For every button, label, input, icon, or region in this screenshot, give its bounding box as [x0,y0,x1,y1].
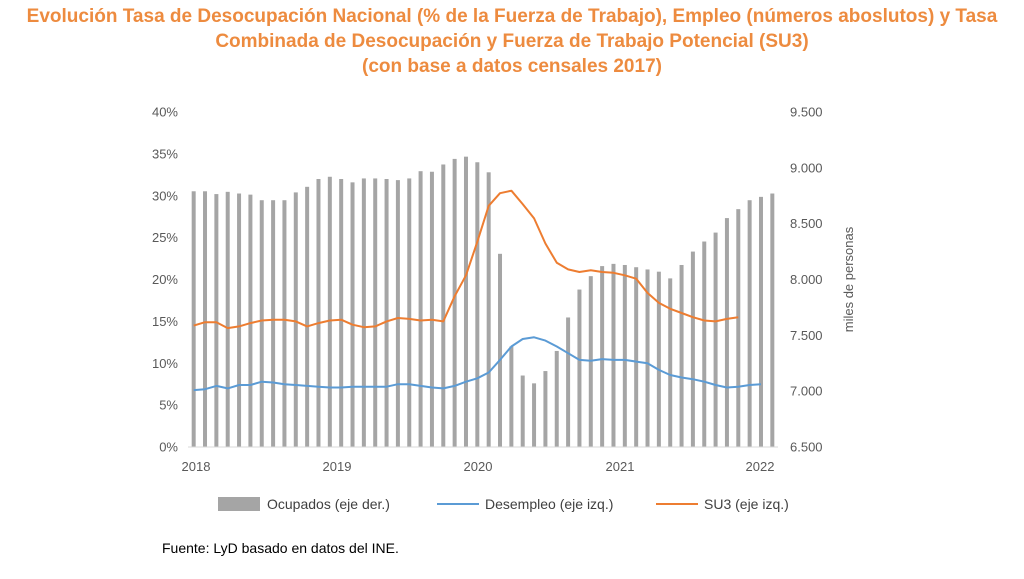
line-su3 [193,189,739,330]
legend-label-su3: SU3 (eje izq.) [704,496,789,512]
right-axis-title: miles de personas [841,226,856,332]
bar-ocupados [758,196,763,447]
bar-ocupados [566,317,571,447]
right-axis-tick-label: 9.500 [790,105,823,120]
bar-ocupados [770,193,775,447]
bar-ocupados [724,218,729,447]
bar-ocupados [554,350,559,447]
x-axis-tick-label: 2019 [323,459,352,474]
bar-ocupados [339,179,344,447]
bar-ocupados [429,171,434,447]
bar-ocupados [668,278,673,447]
bar-ocupados [463,156,468,447]
left-axis-tick-label: 5% [159,398,178,413]
bar-ocupados [690,251,695,447]
bar-ocupados [237,193,242,447]
title-line-3: (con base a datos censales 2017) [362,56,662,77]
bar-ocupados [736,209,741,447]
legend-swatch-ocupados [218,497,260,511]
left-axis-tick-label: 20% [152,272,178,287]
left-axis-tick-label: 0% [159,440,178,455]
bar-ocupados [486,172,491,448]
bar-ocupados [441,164,446,447]
bar-ocupados [384,179,389,447]
bar-ocupados [271,200,276,447]
bar-ocupados [407,178,412,448]
bar-ocupados [645,269,650,447]
left-axis-tick-label: 25% [152,230,178,245]
right-axis-tick-label: 7.500 [790,328,823,343]
bar-ocupados [713,232,718,447]
bar-ocupados [611,263,616,447]
title-line-1: Evolución Tasa de Desocupación Nacional … [26,6,998,27]
left-axis-tick-label: 30% [152,188,178,203]
x-axis-tick-label: 2020 [464,459,493,474]
line-desempleo [193,336,762,392]
x-axis-tick-label: 2018 [182,459,211,474]
bar-ocupados [316,179,321,447]
bar-ocupados [282,200,287,447]
bar-ocupados [509,346,514,447]
bar-ocupados [532,383,537,447]
bar-ocupados [747,200,752,447]
legend-label-ocupados: Ocupados (eje der.) [267,496,390,512]
bar-ocupados [305,186,310,448]
bar-ocupados [191,191,196,447]
bar-ocupados [656,271,661,447]
title-line-2: Combinada de Desocupación y Fuerza de Tr… [215,31,809,52]
bar-ocupados [293,192,298,447]
bar-ocupados [543,371,548,447]
bar-ocupados [214,194,219,447]
x-axis-tick-label: 2022 [746,459,775,474]
right-axis-tick-label: 8.500 [790,216,823,231]
bar-ocupados [622,264,627,447]
left-axis-tick-label: 15% [152,314,178,329]
bar-ocupados [350,182,355,447]
chart-title: Evolución Tasa de Desocupación Nacional … [0,4,1024,79]
bar-ocupados [373,178,378,448]
right-axis-tick-label: 7.000 [790,384,823,399]
right-axis-tick-label: 6.500 [790,440,823,455]
left-axis-tick-label: 35% [152,146,178,161]
left-axis-tick-label: 40% [152,105,178,120]
bar-ocupados [600,266,605,447]
bar-ocupados [248,194,253,447]
bar-ocupados [395,180,400,447]
bar-ocupados [520,375,525,447]
bar-ocupados [418,171,423,447]
bar-ocupados [361,178,366,448]
right-axis-tick-label: 8.000 [790,272,823,287]
bar-ocupados [475,162,480,447]
x-axis-tick-label: 2021 [606,459,635,474]
bar-ocupados [327,176,332,447]
bar-ocupados [679,264,684,447]
legend-label-desempleo: Desempleo (eje izq.) [485,496,613,512]
source-note: Fuente: LyD basado en datos del INE. [162,540,399,556]
bar-ocupados [259,200,264,447]
bar-ocupados [452,158,457,447]
bar-ocupados [225,191,230,447]
right-axis-tick-label: 9.000 [790,160,823,175]
bar-ocupados [498,253,503,447]
bar-ocupados [577,289,582,447]
bar-ocupados [634,267,639,447]
bar-ocupados [702,241,707,447]
bar-ocupados [203,191,208,447]
left-axis-tick-label: 10% [152,356,178,371]
